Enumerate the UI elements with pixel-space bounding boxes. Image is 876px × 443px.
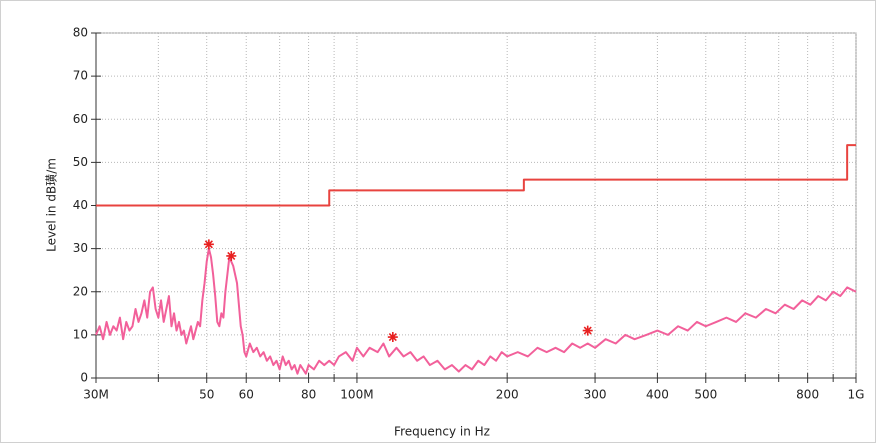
peak-marker bbox=[226, 250, 237, 261]
x-tick-label: 50 bbox=[199, 388, 214, 402]
y-tick-label: 60 bbox=[73, 112, 88, 126]
peak-marker bbox=[582, 325, 593, 336]
x-tick-label: 400 bbox=[646, 388, 669, 402]
x-tick-label: 800 bbox=[796, 388, 819, 402]
x-tick-label: 200 bbox=[496, 388, 519, 402]
peak-marker bbox=[203, 239, 214, 250]
y-tick-label: 50 bbox=[73, 155, 88, 169]
y-tick-label: 20 bbox=[73, 284, 88, 298]
y-tick-label: 70 bbox=[73, 69, 88, 83]
series-line bbox=[95, 247, 857, 375]
x-tick-label: 80 bbox=[301, 388, 316, 402]
x-tick-label: 1G bbox=[848, 388, 865, 402]
y-tick-label: 30 bbox=[73, 241, 88, 255]
y-tick-label: 40 bbox=[73, 198, 88, 212]
y-tick-label: 10 bbox=[73, 327, 88, 341]
y-tick-label: 0 bbox=[80, 371, 88, 385]
x-tick-label: 500 bbox=[694, 388, 717, 402]
x-tick-label: 100M bbox=[340, 388, 373, 402]
x-tick-label: 60 bbox=[239, 388, 254, 402]
y-tick-label: 80 bbox=[73, 26, 88, 40]
x-tick-label: 300 bbox=[584, 388, 607, 402]
x-axis-label: Frequency in Hz bbox=[394, 425, 490, 439]
x-tick-label: 30M bbox=[83, 388, 109, 402]
y-axis-label: Level in dB璜/m bbox=[45, 158, 59, 252]
peak-marker bbox=[387, 332, 398, 343]
series-line bbox=[96, 144, 856, 207]
